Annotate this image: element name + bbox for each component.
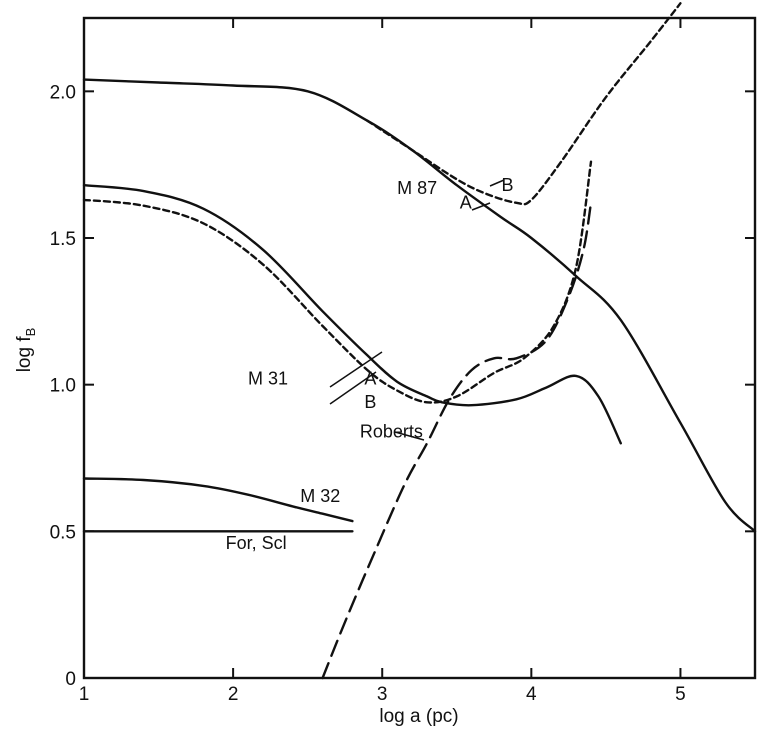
leader-m31-b xyxy=(329,371,377,405)
annotation-label: For, Scl xyxy=(226,533,287,553)
series-line-m-31-a xyxy=(82,184,622,445)
leader-m31-a xyxy=(329,351,383,388)
series-layer xyxy=(82,2,757,680)
annotation-label: Roberts xyxy=(360,421,423,441)
x-tick-label: 5 xyxy=(675,684,686,705)
leader-m87-b xyxy=(489,179,505,187)
leader-m87-a xyxy=(471,202,491,211)
plot-frame xyxy=(82,16,757,680)
annotation-label: B xyxy=(364,392,376,412)
x-tick-label: 2 xyxy=(228,684,239,705)
y-tick-label: 1.0 xyxy=(50,376,76,397)
x-tick-label: 4 xyxy=(526,684,537,705)
x-axis-title: log a (pc) xyxy=(379,706,458,727)
axis-ticks xyxy=(83,18,755,679)
y-axis-title: log fB xyxy=(14,328,38,373)
leader-lines xyxy=(329,179,505,441)
annotation-label: A xyxy=(460,193,472,213)
series-line-m-32 xyxy=(82,477,354,523)
series-line-roberts xyxy=(321,201,593,680)
y-axis-title-main: log f xyxy=(14,336,35,373)
y-tick-label: 0 xyxy=(65,669,76,690)
annotation-label: M 87 xyxy=(397,178,437,198)
annotation-label: M 31 xyxy=(248,369,288,389)
series-line-m-87-a xyxy=(82,78,757,533)
x-tick-label: 1 xyxy=(79,684,90,705)
y-axis-title-subscript: B xyxy=(23,328,38,337)
x-tick-label: 3 xyxy=(377,684,388,705)
annotation-label: A xyxy=(364,369,376,389)
axis-tick-labels: 1 2 3 4 5 0 0.5 1.0 1.5 2.0 xyxy=(50,82,686,705)
y-tick-label: 2.0 xyxy=(50,82,76,103)
series-line-m-87-b xyxy=(366,2,682,206)
leader-roberts xyxy=(394,431,425,441)
series-line-m-31-b xyxy=(82,160,593,404)
y-tick-label: 0.5 xyxy=(50,522,76,543)
annotation-label: M 32 xyxy=(300,486,340,506)
annotation-label: B xyxy=(502,175,514,195)
y-tick-label: 1.5 xyxy=(50,229,76,250)
